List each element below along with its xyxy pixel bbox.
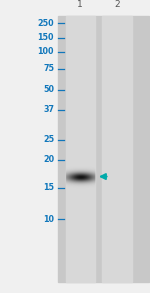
Text: 150: 150 [38,33,54,42]
Bar [102,16,132,282]
Bar [58,16,149,282]
Text: 250: 250 [37,19,54,28]
Text: 20: 20 [43,155,54,164]
Text: 75: 75 [43,64,54,73]
Text: 10: 10 [43,215,54,224]
Text: 100: 100 [38,47,54,56]
Text: 15: 15 [43,183,54,193]
Text: 2: 2 [114,0,120,9]
Bar [66,16,95,282]
Text: 50: 50 [43,86,54,94]
Text: 25: 25 [43,135,54,144]
Text: 37: 37 [43,105,54,114]
Text: 1: 1 [77,0,83,9]
